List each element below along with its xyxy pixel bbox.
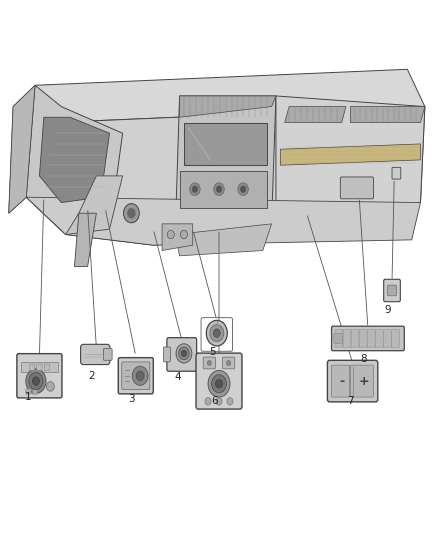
- Polygon shape: [26, 85, 425, 245]
- FancyBboxPatch shape: [180, 171, 267, 208]
- Circle shape: [205, 398, 211, 405]
- Circle shape: [180, 230, 187, 239]
- Circle shape: [208, 370, 230, 397]
- Circle shape: [214, 183, 224, 196]
- Polygon shape: [276, 96, 425, 224]
- FancyBboxPatch shape: [334, 334, 343, 343]
- Polygon shape: [66, 176, 123, 235]
- Circle shape: [181, 350, 187, 357]
- FancyBboxPatch shape: [163, 347, 170, 362]
- FancyBboxPatch shape: [332, 326, 404, 351]
- FancyBboxPatch shape: [350, 365, 373, 397]
- Polygon shape: [280, 144, 420, 165]
- FancyBboxPatch shape: [343, 329, 351, 348]
- Text: 4: 4: [174, 373, 181, 382]
- Text: 6: 6: [211, 396, 218, 406]
- Circle shape: [213, 329, 220, 337]
- FancyBboxPatch shape: [359, 329, 367, 348]
- Text: 9: 9: [384, 305, 391, 315]
- Circle shape: [26, 369, 46, 393]
- Polygon shape: [175, 224, 272, 256]
- FancyBboxPatch shape: [388, 285, 396, 296]
- Circle shape: [216, 398, 222, 405]
- FancyBboxPatch shape: [81, 344, 110, 365]
- FancyBboxPatch shape: [196, 353, 242, 409]
- Circle shape: [127, 208, 136, 219]
- Polygon shape: [26, 85, 123, 235]
- FancyBboxPatch shape: [184, 123, 267, 165]
- FancyBboxPatch shape: [376, 329, 383, 348]
- Circle shape: [167, 230, 174, 239]
- Circle shape: [212, 375, 226, 393]
- FancyBboxPatch shape: [167, 338, 197, 371]
- Circle shape: [192, 186, 198, 192]
- Circle shape: [226, 360, 231, 366]
- FancyBboxPatch shape: [44, 364, 49, 370]
- FancyBboxPatch shape: [29, 364, 35, 370]
- FancyBboxPatch shape: [384, 329, 392, 348]
- Circle shape: [176, 344, 192, 363]
- FancyBboxPatch shape: [103, 349, 112, 360]
- Polygon shape: [162, 224, 193, 251]
- Polygon shape: [9, 85, 35, 213]
- FancyBboxPatch shape: [118, 358, 153, 394]
- FancyBboxPatch shape: [122, 362, 150, 390]
- Circle shape: [215, 379, 223, 388]
- FancyBboxPatch shape: [17, 354, 62, 398]
- Circle shape: [190, 183, 200, 196]
- Circle shape: [210, 325, 224, 342]
- Circle shape: [207, 360, 212, 366]
- Polygon shape: [180, 96, 276, 117]
- Polygon shape: [9, 85, 35, 213]
- Circle shape: [46, 382, 54, 391]
- Circle shape: [32, 377, 39, 385]
- FancyBboxPatch shape: [384, 279, 400, 302]
- Circle shape: [29, 373, 43, 390]
- FancyBboxPatch shape: [367, 329, 375, 348]
- Text: 3: 3: [128, 394, 135, 403]
- Polygon shape: [285, 107, 346, 123]
- FancyBboxPatch shape: [335, 329, 343, 348]
- Circle shape: [179, 347, 189, 360]
- Text: 2: 2: [88, 371, 95, 381]
- Circle shape: [216, 186, 222, 192]
- Text: 7: 7: [347, 396, 354, 406]
- FancyBboxPatch shape: [332, 365, 350, 397]
- Polygon shape: [35, 69, 425, 123]
- FancyBboxPatch shape: [26, 389, 31, 394]
- FancyBboxPatch shape: [340, 177, 374, 199]
- Polygon shape: [350, 107, 425, 123]
- Circle shape: [240, 186, 246, 192]
- FancyBboxPatch shape: [392, 329, 399, 348]
- FancyBboxPatch shape: [351, 329, 359, 348]
- Circle shape: [238, 183, 248, 196]
- Circle shape: [206, 320, 227, 346]
- Text: 5: 5: [209, 347, 216, 357]
- FancyBboxPatch shape: [32, 389, 38, 394]
- FancyBboxPatch shape: [392, 167, 401, 179]
- FancyBboxPatch shape: [223, 357, 235, 369]
- Polygon shape: [175, 96, 276, 235]
- Text: 1: 1: [25, 392, 32, 402]
- Circle shape: [227, 398, 233, 405]
- Text: 8: 8: [360, 354, 367, 364]
- Polygon shape: [26, 197, 420, 245]
- FancyBboxPatch shape: [21, 362, 58, 372]
- Text: -: -: [339, 375, 344, 387]
- Polygon shape: [74, 213, 96, 266]
- Circle shape: [132, 366, 148, 385]
- FancyBboxPatch shape: [203, 357, 215, 369]
- FancyBboxPatch shape: [328, 360, 378, 402]
- FancyBboxPatch shape: [37, 364, 42, 370]
- Polygon shape: [39, 117, 110, 203]
- Circle shape: [124, 204, 139, 223]
- Circle shape: [136, 371, 144, 381]
- Text: +: +: [358, 375, 369, 387]
